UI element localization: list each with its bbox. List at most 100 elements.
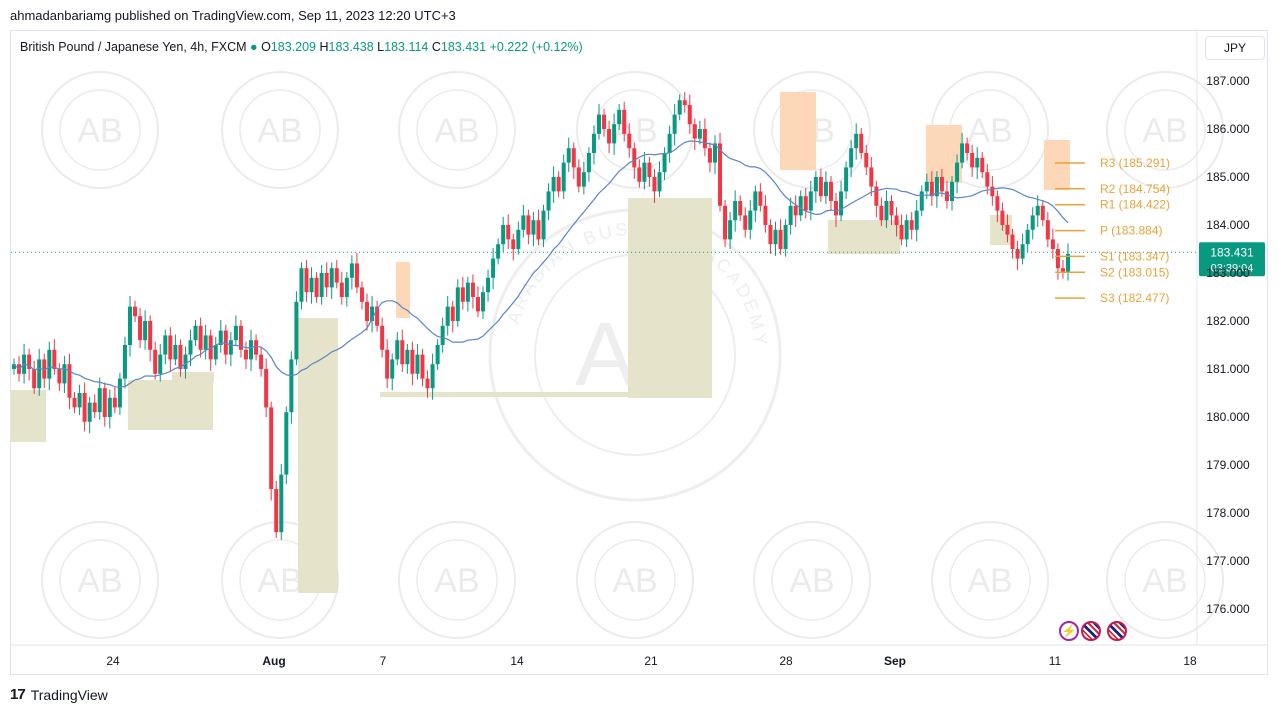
supply-zone [780,92,816,170]
footer: 17 TradingView [10,686,108,703]
candle [52,339,57,375]
candle [112,387,117,414]
candle [27,348,32,381]
candle [576,159,581,193]
candle [359,281,364,310]
brand-name[interactable]: TradingView [30,686,108,703]
chart-legend: British Pound / Japanese Yen, 4h, FXCM ●… [20,40,583,54]
candle [909,212,914,240]
candle [823,171,828,204]
candle [1040,200,1045,226]
candle [138,308,143,348]
candle [728,212,733,249]
symbol-title[interactable]: British Pound / Japanese Yen, 4h, FXCM [20,40,247,54]
high-label: H [319,40,329,54]
candle [561,154,566,200]
watermark-logo-text: AB [77,112,122,150]
candle [1005,214,1010,243]
candle [254,334,259,361]
watermark-logo-text: AB [434,112,479,150]
candle [47,341,52,391]
candle [723,200,728,248]
price-tag: 183.431 03:39:04 [1199,242,1265,277]
supply-zone [1044,140,1070,190]
candle [470,274,475,309]
candle [319,264,324,305]
high-value: 183.438 [328,40,374,54]
watermark-badge: AB [41,71,159,189]
candle [773,221,778,256]
time-tick-label: 14 [510,654,524,668]
candle [531,212,536,247]
candle [637,159,642,188]
candle [67,353,72,410]
candle [692,118,697,151]
time-tick-label: 7 [380,654,387,668]
candle [415,344,420,380]
candle [62,356,67,393]
candle [274,480,279,538]
candles-layer [12,92,1070,540]
candle [82,382,87,432]
candle [904,214,909,248]
candle [874,180,879,218]
candle [707,142,712,173]
demand-zone [172,372,214,382]
candle [662,147,667,180]
candle [1050,228,1055,259]
candle [72,392,77,414]
candle [990,176,995,206]
candle [249,329,254,371]
tradingview-logo-icon[interactable]: 17 [10,686,26,703]
pivot-label: R3 (185.291) [1100,156,1170,170]
candle [334,260,339,289]
candle [264,358,269,417]
candle [955,154,960,194]
candle [12,358,16,375]
price-axis: 187.000 186.000 185.000 184.000 183.000 182.0… [11,31,1267,646]
watermark-logo-text: AB [257,562,302,600]
time-tick-label: 21 [644,654,658,668]
candle [702,118,707,156]
lightning-event-icon[interactable]: ⚡ [1059,621,1079,641]
candle [596,104,601,140]
candle [586,147,591,182]
candle [738,195,743,222]
candle [753,185,758,223]
uk-flag-icon-2[interactable] [1107,621,1127,641]
candle [496,238,501,265]
candle [607,120,612,153]
candle [712,135,717,175]
candle [198,317,203,358]
price-tick-label: 185.000 [1206,170,1250,184]
candle [914,200,919,242]
candle [365,293,370,331]
uk-flag-icon[interactable] [1081,621,1101,641]
candle [208,329,213,371]
candle [77,384,82,416]
candle [163,329,168,365]
candle [92,394,97,418]
open-value: 183.209 [270,40,316,54]
candle [349,255,354,290]
open-label: O [261,40,271,54]
price-tick-label: 182.000 [1206,314,1250,328]
candle [445,296,450,336]
candle [844,161,849,200]
candle [743,207,748,238]
candle [380,317,385,358]
candle [213,336,218,366]
price-tag-value: 183.431 [1210,245,1254,259]
candle [425,370,430,398]
candle [995,190,1000,223]
candle [223,324,228,365]
currency-button[interactable]: JPY [1205,36,1265,60]
candle [395,332,400,366]
candle [122,336,127,389]
candle [793,195,798,227]
candle [854,123,859,160]
candle [859,128,864,159]
candle [491,248,496,290]
candle [87,396,92,434]
